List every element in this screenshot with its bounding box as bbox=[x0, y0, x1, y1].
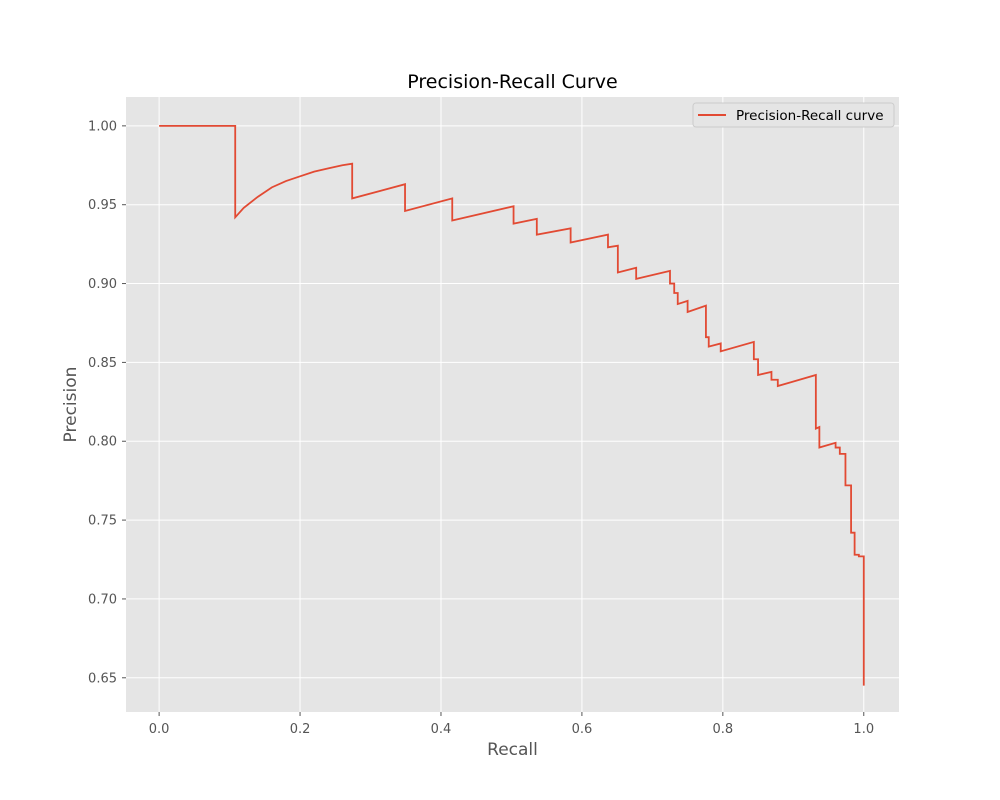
legend: Precision-Recall curve bbox=[692, 102, 895, 128]
y-tick-label: 0.65 bbox=[88, 671, 117, 686]
legend-label: Precision-Recall curve bbox=[736, 108, 884, 124]
legend-box bbox=[692, 102, 895, 128]
x-tick-label: 1.0 bbox=[853, 722, 874, 737]
series-layer bbox=[159, 124, 865, 686]
y-tick-label: 0.75 bbox=[88, 514, 117, 529]
x-tick-label: 0.4 bbox=[431, 722, 452, 737]
y-tick-label: 0.90 bbox=[88, 277, 117, 292]
y-axis-label: Precision bbox=[61, 367, 81, 443]
x-axis-ticks: 0.0 0.2 0.4 0.6 0.8 1.0 bbox=[149, 712, 874, 737]
y-gridlines bbox=[126, 125, 899, 679]
x-axis-label: Recall bbox=[487, 740, 538, 760]
x-tick-label: 0.2 bbox=[290, 722, 311, 737]
x-tick-label: 0.0 bbox=[149, 722, 170, 737]
x-tick-label: 0.6 bbox=[572, 722, 593, 737]
x-tick-label: 0.8 bbox=[712, 722, 733, 737]
plot-area bbox=[126, 97, 899, 712]
y-tick-label: 0.80 bbox=[88, 435, 117, 450]
series-line-0 bbox=[159, 124, 865, 686]
y-tick-label: 0.70 bbox=[88, 592, 117, 607]
chart-title: Precision-Recall Curve bbox=[407, 71, 617, 93]
y-axis-ticks: 0.65 0.70 0.75 0.80 0.85 0.90 0.95 1.00 bbox=[88, 119, 126, 686]
y-tick-label: 0.95 bbox=[88, 198, 117, 213]
y-tick-label: 1.00 bbox=[88, 119, 117, 134]
y-tick-label: 0.85 bbox=[88, 356, 117, 371]
